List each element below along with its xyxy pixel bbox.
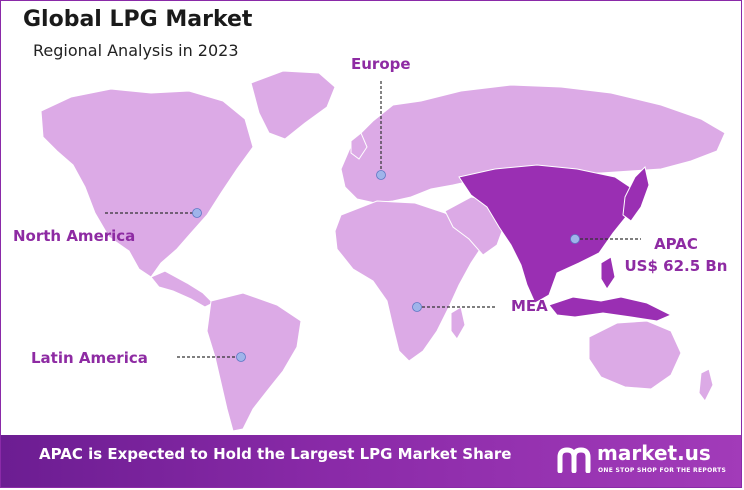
madagascar-shape <box>450 306 466 340</box>
south-america-shape <box>206 292 302 432</box>
asia-mainland-shape <box>458 164 640 304</box>
footer-banner: APAC is Expected to Hold the Largest LPG… <box>1 435 741 487</box>
europe-marker <box>376 170 386 180</box>
mea-marker <box>412 302 422 312</box>
japan-shape <box>622 166 650 222</box>
north-america-shape <box>40 88 254 278</box>
central-america-shape <box>150 270 214 308</box>
indonesia-shape <box>548 296 673 322</box>
australia-shape <box>588 320 682 390</box>
market-us-logo-icon <box>557 447 591 473</box>
philippines-shape <box>600 256 616 290</box>
page-title: Global LPG Market <box>23 7 253 32</box>
apac-marker <box>570 234 580 244</box>
north-america-marker <box>192 208 202 218</box>
brand-tagline: ONE STOP SHOP FOR THE REPORTS <box>598 467 727 474</box>
eurasia-shape <box>340 84 726 204</box>
world-map <box>40 70 726 432</box>
north-america-label: North America <box>13 227 136 245</box>
greenland-shape <box>250 70 336 140</box>
latin-america-label: Latin America <box>31 349 148 367</box>
apac-highlight <box>458 164 673 322</box>
mea-label: MEA <box>511 297 548 315</box>
europe-label: Europe <box>351 55 411 73</box>
latin-america-marker <box>236 352 246 362</box>
uk-shape <box>350 132 368 160</box>
apac-label-group: APAC US$ 62.5 Bn <box>621 233 731 277</box>
brand-name: market.us <box>597 441 711 465</box>
footer-headline: APAC is Expected to Hold the Largest LPG… <box>39 445 512 463</box>
page-subtitle: Regional Analysis in 2023 <box>33 41 239 60</box>
apac-label: APAC <box>654 235 698 253</box>
apac-value: US$ 62.5 Bn <box>624 257 728 275</box>
new-zealand-shape <box>698 368 714 402</box>
